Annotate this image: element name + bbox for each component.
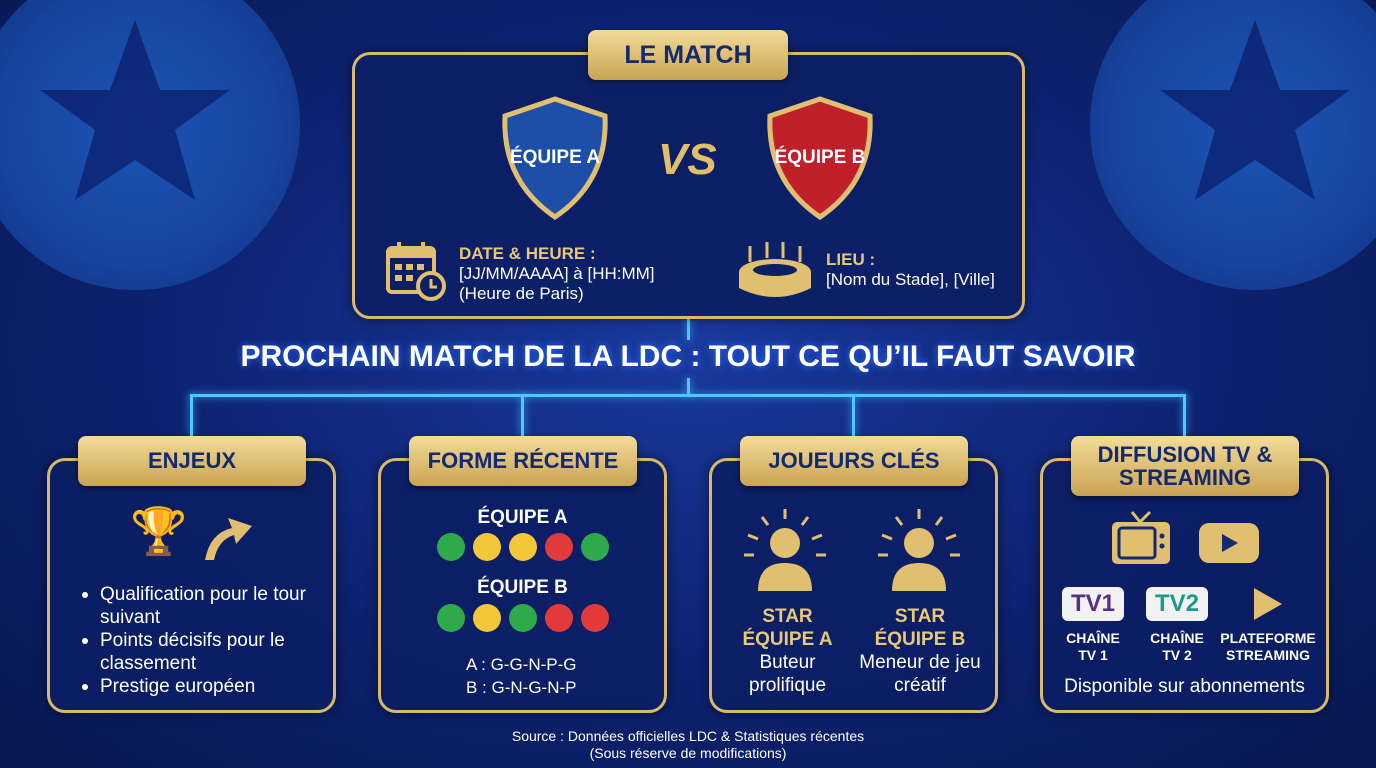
list-item: Points décisifs pour le classement [80,629,330,675]
enjeux-list: Qualification pour le tour suivant Point… [80,583,330,698]
star-player-b-icon [878,509,960,591]
joueurs-panel [709,458,998,713]
form-dot [472,604,501,632]
tv-icon [1112,510,1170,564]
player-b-desc: Meneur de jeu [859,652,981,673]
match-panel [352,52,1025,319]
connector [1183,394,1186,436]
form-dot [436,604,465,632]
player-a-team: ÉQUIPE A [742,629,833,650]
source-note: Source : Données officielles LDC & Stati… [511,728,865,744]
form-dots-b [378,604,667,637]
play-icon [1254,588,1282,620]
trophy-icon: 🏆 [130,505,188,557]
connector [190,394,193,436]
team-a-shield: ÉQUIPE A [500,96,610,220]
date-value: [JJ/MM/AAAA] à [HH:MM] [459,264,655,283]
form-dot [580,604,609,632]
video-play-icon [1199,523,1259,563]
diffusion-label-line: DIFFUSION TV & [1097,441,1273,467]
subscription-note: Disponible sur abonnements [1064,676,1305,697]
connector [687,378,690,396]
connector [852,394,855,436]
starball-left [0,0,300,290]
form-dot [580,533,609,561]
channel-2-label: CHAÎNE [1150,630,1204,646]
form-dot [436,533,465,561]
venue-label: LIEU : [826,250,876,269]
form-dots-a [378,533,667,566]
page-title: PROCHAIN MATCH DE LA LDC : TOUT CE QU’IL… [240,340,1136,373]
forme-label: FORME RÉCENTE [409,436,637,486]
tv2-logo: TV2 [1146,587,1208,621]
diffusion-label-line: STREAMING [1119,465,1251,490]
source-note: (Sous réserve de modifications) [589,745,787,761]
form-summary-a: A : G-G-N-P-G [466,655,577,674]
forme-team-b: ÉQUIPE B [477,577,568,598]
joueurs-label: JOUEURS CLÉS [740,436,968,486]
list-item: Qualification pour le tour suivant [80,583,330,629]
tv1-logo: TV1 [1062,587,1124,621]
date-label: DATE & HEURE : [459,244,596,263]
form-summary-b: B : G-N-G-N-P [466,678,577,697]
calendar-icon [386,242,446,301]
player-a-desc: prolifique [748,675,827,696]
enjeux-label: ENJEUX [78,436,306,486]
player-a-desc: Buteur [759,652,816,673]
enjeux-panel [47,458,336,713]
form-dot [472,533,501,561]
channel-2-label: TV 2 [1162,647,1192,663]
form-dot [544,533,573,561]
form-dot [508,533,537,561]
venue-value: [Nom du Stade], [Ville] [826,270,995,289]
player-b-title: STAR [894,606,946,627]
date-note: (Heure de Paris) [459,284,584,303]
connector [687,318,690,340]
channel-1-label: TV 1 [1078,647,1108,663]
diffusion-label: DIFFUSION TV & STREAMING [1071,436,1299,496]
player-a-title: STAR [762,606,813,627]
form-dot [544,604,573,632]
player-b-desc: créatif [894,675,946,696]
list-item: Prestige européen [80,675,330,698]
starball-right [1090,0,1376,290]
forme-team-a: ÉQUIPE A [477,507,568,528]
forme-panel [378,458,667,713]
player-b-team: ÉQUIPE B [874,629,966,650]
streaming-label: PLATEFORME [1220,630,1316,646]
vs-label: VS [658,135,717,184]
team-b-shield: ÉQUIPE B [765,96,875,220]
arrow-up-icon [205,518,252,560]
form-dot [508,604,537,632]
streaming-label: STREAMING [1226,647,1310,663]
stadium-icon [739,242,811,297]
star-player-a-icon [744,509,826,591]
diffusion-panel [1040,458,1329,713]
match-label: LE MATCH [588,30,788,80]
connector [521,394,524,436]
channel-1-label: CHAÎNE [1066,630,1120,646]
